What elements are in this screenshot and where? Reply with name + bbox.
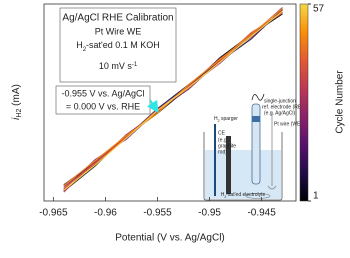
- info-text: 10 mV s-1: [99, 61, 138, 71]
- x-tick-label: -0.96: [94, 208, 117, 219]
- inset-label: Pt wire (WE): [274, 121, 302, 127]
- inset-label: (e.g.: [218, 137, 228, 143]
- x-axis-label: Potential (V vs. Ag/AgCl): [115, 233, 225, 244]
- info-text: Ag/AgCl RHE Calibration: [62, 13, 173, 24]
- info-text: H2-sat'ed 0.1 M KOH: [76, 40, 160, 52]
- x-tick-label: -0.945: [247, 208, 276, 219]
- inset-label: H2 sparger: [214, 116, 238, 123]
- callout: -0.955 V vs. Ag/AgCl = 0.000 V vs. RHE: [55, 85, 151, 115]
- inset-label: H2-sat'ed electrolyte: [221, 192, 266, 199]
- inset-label: single-junction: [264, 98, 296, 104]
- inset-diagram: H2 sparger CE (e.g. graphite rod) single…: [203, 93, 303, 201]
- callout-arrow: [147, 99, 159, 114]
- series-line: [63, 10, 283, 191]
- x-tick-label: -0.95: [198, 208, 221, 219]
- inset-label: ref. electrode (RE): [262, 104, 303, 110]
- inset-label: CE: [218, 130, 226, 136]
- plot-frame: [43, 3, 297, 202]
- callout-text: = 0.000 V vs. RHE: [66, 101, 140, 111]
- inset-label: (e.g. Ag/AgCl): [264, 110, 295, 116]
- colorbar-tick-label: 57: [313, 4, 325, 15]
- inset-label: rod): [218, 149, 227, 155]
- x-tick-label: -0.955: [143, 208, 172, 219]
- callout-text: -0.955 V vs. Ag/AgCl: [61, 88, 144, 98]
- inset-label: graphite: [218, 143, 236, 149]
- colorbar-tick-label: 1: [313, 191, 319, 202]
- y-axis-label: iH2 (mA): [11, 84, 24, 120]
- x-tick-label: -0.965: [39, 208, 68, 219]
- colorbar: [299, 3, 309, 202]
- info-text: Pt Wire WE: [95, 26, 142, 36]
- info-box: Ag/AgCl RHE Calibration Pt Wire WE H2-sa…: [59, 7, 177, 83]
- colorbar-label: Cycle Number: [335, 70, 346, 134]
